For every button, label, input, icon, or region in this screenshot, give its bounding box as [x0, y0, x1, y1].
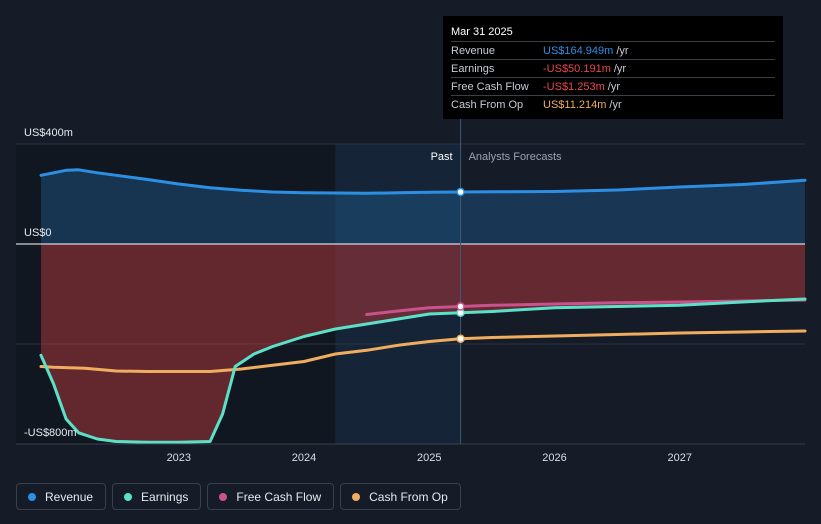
tooltip-date: Mar 31 2025 — [451, 26, 513, 38]
y-label-zero: US$0 — [24, 227, 52, 239]
tooltip-row-revenue: Revenue US$164.949m /yr — [451, 41, 775, 59]
point-marker-free-cash-flow — [456, 302, 465, 311]
tooltip-row-free-cash-flow: Free Cash Flow -US$1.253m /yr — [451, 77, 775, 95]
tooltip-row-label: Earnings — [451, 62, 495, 75]
series-line-cash-from-op — [39, 329, 807, 373]
tooltip-row-value: US$11.214m — [543, 98, 607, 111]
legend-label: Cash From Op — [369, 489, 448, 504]
legend-dot-icon — [124, 492, 133, 501]
earnings-area — [41, 244, 805, 443]
legend-dot-icon — [219, 492, 228, 501]
revenue-area — [41, 169, 805, 244]
legend: Revenue Earnings Free Cash Flow Cash Fro… — [16, 483, 461, 511]
legend-label: Revenue — [45, 489, 94, 504]
legend-item-revenue[interactable]: Revenue — [16, 483, 107, 510]
y-label-bottom: -US$800m — [24, 427, 77, 439]
legend-item-cash-from-op[interactable]: Cash From Op — [340, 483, 461, 510]
legend-label: Free Cash Flow — [236, 489, 322, 504]
tooltip-row-unit: /yr — [616, 44, 629, 57]
tooltip-row-label: Free Cash Flow — [451, 80, 529, 93]
series-lines — [39, 168, 807, 444]
tooltip-row-unit: /yr — [609, 98, 622, 111]
tooltip-row-value: -US$50.191m — [543, 62, 611, 75]
x-tick-label: 2027 — [668, 452, 692, 464]
forecast-label: Analysts Forecasts — [469, 151, 562, 163]
markers — [456, 187, 465, 343]
legend-item-earnings[interactable]: Earnings — [112, 483, 202, 510]
series-fills — [41, 169, 805, 443]
tooltip-row-cash-from-op: Cash From Op US$11.214m /yr — [451, 95, 775, 113]
legend-item-free-cash-flow[interactable]: Free Cash Flow — [207, 483, 335, 510]
x-tick-label: 2025 — [417, 452, 441, 464]
legend-dot-icon — [28, 492, 36, 501]
point-marker-cash-from-op — [456, 334, 465, 343]
y-label-top: US$400m — [24, 127, 73, 139]
series-line-free-cash-flow — [365, 298, 807, 316]
tooltip-row-unit: /yr — [613, 62, 627, 75]
x-tick-label: 2026 — [542, 452, 566, 464]
past-label: Past — [431, 151, 453, 163]
tooltip-row-value: US$164.949m — [543, 44, 614, 57]
tooltip-row-label: Cash From Op — [451, 98, 524, 111]
tooltip-row-label: Revenue — [451, 44, 496, 57]
tooltip-row-value: -US$1.253m — [543, 80, 605, 93]
x-tick-label: 2024 — [292, 452, 316, 464]
point-marker-revenue — [456, 187, 465, 197]
legend-dot-icon — [352, 492, 361, 501]
legend-label: Earnings — [141, 489, 189, 504]
tooltip-row-earnings: Earnings -US$50.191m /yr — [451, 59, 775, 77]
tooltip-row-unit: /yr — [607, 80, 620, 93]
series-line-earnings — [39, 297, 807, 444]
x-tick-label: 2023 — [167, 452, 191, 464]
axes: US$400m US$0 -US$800m 2023 2024 2025 2026 2027 P… — [16, 95, 805, 464]
series-line-revenue — [39, 168, 807, 195]
tooltip: Mar 31 2025 Revenue US$164.949m /yr Earn… — [443, 16, 783, 119]
